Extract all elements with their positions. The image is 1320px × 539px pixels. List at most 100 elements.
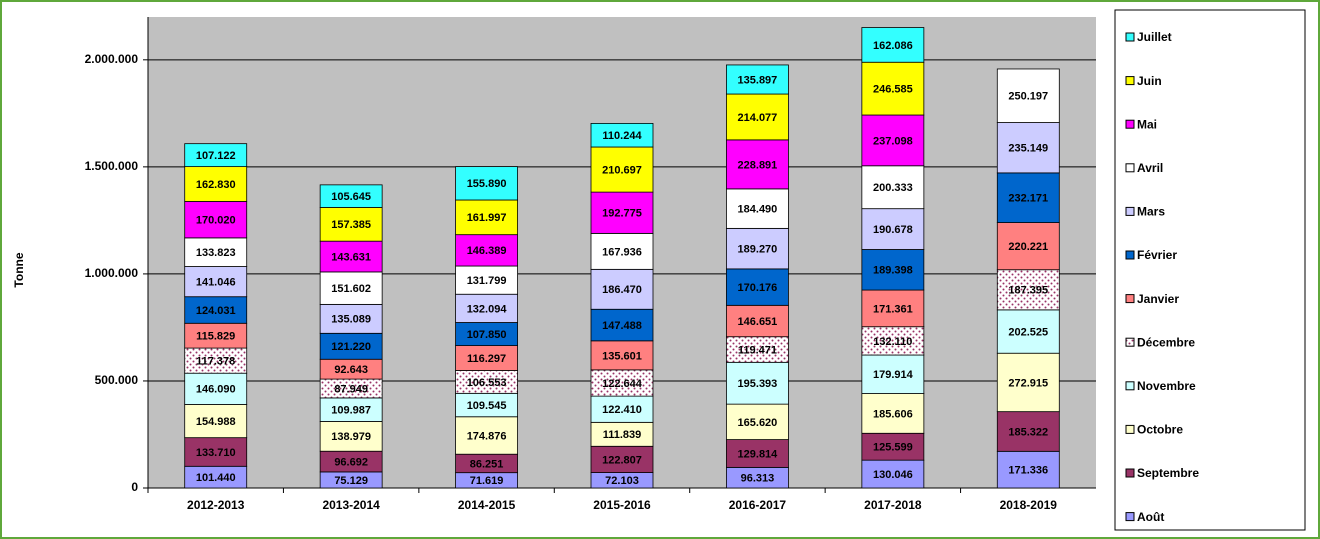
value-label: 106.553 (467, 377, 507, 389)
value-label: 171.336 (1008, 465, 1048, 477)
bar-segment (319, 184, 383, 208)
legend-swatch (1125, 424, 1135, 434)
legend-swatch (1125, 163, 1135, 173)
bar-segment (590, 123, 654, 148)
bar-segment (184, 266, 248, 298)
x-tick-label: 2015-2016 (593, 498, 651, 512)
value-label: 122.410 (602, 404, 642, 416)
x-tick-label: 2014-2015 (458, 498, 516, 512)
x-tick-label: 2018-2019 (1000, 498, 1058, 512)
legend-label: Avril (1137, 161, 1163, 175)
value-label: 167.936 (602, 246, 642, 258)
value-label: 154.988 (196, 416, 236, 428)
value-label: 174.876 (467, 430, 507, 442)
value-label: 210.697 (602, 164, 642, 176)
bar-segment (996, 68, 1060, 123)
x-tick-label: 2012-2013 (187, 498, 245, 512)
value-label: 170.176 (738, 282, 778, 294)
x-tick-label: 2016-2017 (729, 498, 787, 512)
value-label: 161.997 (467, 212, 507, 224)
bar-segment (726, 93, 789, 141)
value-label: 237.098 (873, 135, 913, 147)
bar-segment (319, 271, 383, 305)
value-label: 202.525 (1008, 326, 1048, 338)
bar-segment (184, 372, 248, 405)
legend-swatch (1125, 119, 1135, 129)
bar-segment (590, 369, 654, 397)
bar-segment (184, 296, 248, 324)
value-label: 151.602 (331, 283, 371, 295)
value-label: 200.333 (873, 182, 913, 194)
value-label: 155.890 (467, 178, 507, 190)
bar-segment (184, 347, 248, 374)
bar-segment (996, 222, 1060, 271)
value-label: 86.251 (470, 458, 504, 470)
value-label: 246.585 (873, 84, 913, 96)
value-label: 122.807 (602, 454, 642, 466)
bar-segment (590, 340, 654, 371)
x-tick-label: 2013-2014 (322, 498, 380, 512)
bar-segment (726, 188, 789, 229)
bar-segment (726, 304, 789, 338)
value-label: 190.678 (873, 224, 913, 236)
value-label: 135.897 (738, 74, 778, 86)
value-label: 133.823 (196, 247, 236, 259)
legend-swatch (1125, 76, 1135, 86)
value-label: 146.090 (196, 384, 236, 396)
bar-segment (861, 27, 925, 63)
bar-segment (455, 345, 518, 371)
y-tick-label: 500.000 (95, 373, 139, 387)
legend-label: Décembre (1137, 335, 1195, 349)
value-label: 146.651 (738, 316, 778, 328)
value-label: 195.393 (738, 378, 778, 390)
bar-segment (996, 450, 1060, 489)
value-label: 132.110 (873, 336, 912, 348)
bar-segment (319, 332, 383, 360)
value-label: 192.775 (602, 208, 642, 220)
bar-segment (590, 395, 654, 423)
value-label: 71.619 (470, 475, 504, 487)
value-label: 101.440 (196, 472, 236, 484)
legend-swatch (1125, 250, 1135, 260)
value-label: 111.839 (603, 429, 642, 441)
legend-swatch (1125, 206, 1135, 216)
bar-segment (996, 269, 1060, 311)
bar-segment (861, 208, 925, 250)
bar-segment (319, 240, 383, 273)
value-label: 147.488 (602, 320, 642, 332)
legend-label: Mai (1137, 117, 1157, 131)
legend-label: Juin (1137, 74, 1162, 88)
bar-segment (861, 249, 925, 291)
value-label: 143.631 (331, 251, 371, 263)
bar-segment (184, 437, 248, 467)
value-label: 109.545 (467, 400, 507, 412)
bar-segment (590, 191, 654, 234)
value-label: 124.031 (196, 305, 236, 317)
y-tick-label: 2.000.000 (85, 52, 139, 66)
bar-segment (726, 361, 789, 405)
value-label: 235.149 (1008, 143, 1048, 155)
value-label: 165.620 (738, 417, 778, 429)
legend-swatch (1125, 32, 1135, 42)
bar-segment (319, 421, 383, 452)
bar-segment (726, 336, 789, 363)
y-tick-label: 1.500.000 (85, 159, 139, 173)
value-label: 228.891 (738, 159, 778, 171)
bar-segment (455, 234, 518, 267)
bar-segment (861, 354, 925, 394)
bar-segment (726, 139, 789, 190)
bar-segment (861, 432, 925, 461)
bar-segment (319, 207, 383, 242)
legend-label: Octobre (1137, 423, 1183, 437)
legend-swatch (1125, 468, 1135, 478)
bar-segment (590, 445, 654, 473)
bar-segment (996, 172, 1060, 223)
value-label: 72.103 (605, 475, 639, 487)
y-axis-label: Tonne (12, 252, 26, 287)
value-label: 129.814 (738, 448, 779, 460)
value-label: 135.089 (331, 314, 371, 326)
bar-segment (726, 64, 789, 95)
bar-segment (455, 265, 518, 295)
value-label: 96.313 (741, 473, 775, 485)
